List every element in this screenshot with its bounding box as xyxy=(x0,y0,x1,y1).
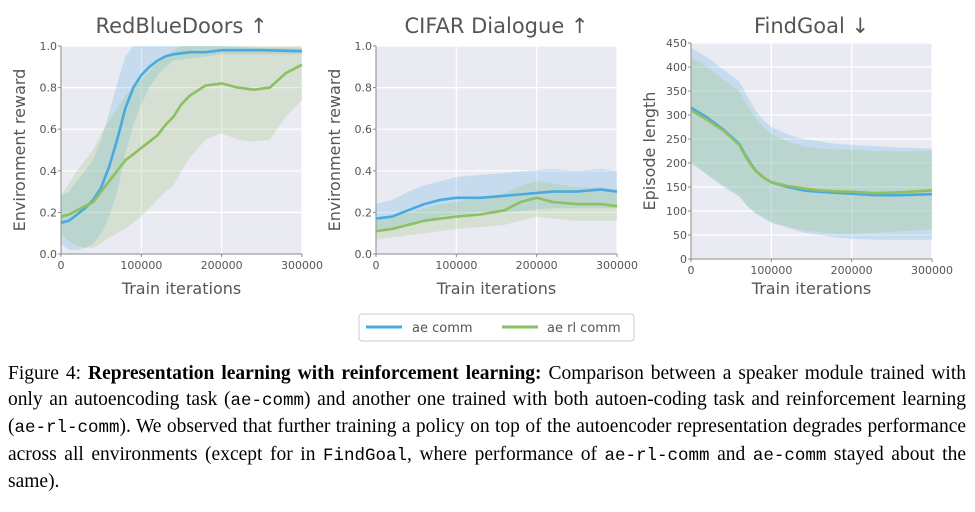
y-axis-label: Environment reward xyxy=(325,69,344,232)
x-tick-label: 0 xyxy=(58,259,65,272)
y-tick-label: 0.0 xyxy=(40,248,58,261)
confidence-band-ae-rl-comm xyxy=(61,46,302,248)
y-tick-label: 250 xyxy=(666,133,687,146)
chart-panel-2: 0 50 100 150 200 250 300 350 400 450 0 100000 200000… xyxy=(640,14,953,298)
confidence-band-ae-comm xyxy=(61,46,302,250)
y-tick-label: 0.0 xyxy=(355,248,373,261)
caption-code-ae-comm: ae-comm xyxy=(230,390,305,411)
x-tick-label: 100000 xyxy=(750,264,792,277)
plot-area xyxy=(376,46,617,254)
y-tick-label: 350 xyxy=(666,85,687,98)
series-line-ae-rl-comm xyxy=(690,109,933,195)
caption-text-3: ). We observed that further training a p… xyxy=(8,416,966,465)
legend-frame xyxy=(358,313,635,342)
caption-figure-label: Figure 4: xyxy=(8,363,82,384)
series-line-ae-rl-comm xyxy=(375,196,618,233)
panel-title: FindGoal ↓ xyxy=(754,14,869,38)
caption-code-ae-rl-comm-2: ae-rl-comm xyxy=(604,445,710,466)
legend-label-ae-comm: ae comm xyxy=(412,321,473,336)
panel-title: CIFAR Dialogue ↑ xyxy=(404,14,588,38)
y-tick-label: 400 xyxy=(666,61,687,74)
x-tick-label: 0 xyxy=(688,264,695,277)
confidence-band-ae-comm xyxy=(376,168,617,229)
y-tick-label: 50 xyxy=(673,229,687,242)
y-tick-label: 0.8 xyxy=(355,82,373,95)
y-axis-label: Environment reward xyxy=(10,69,29,232)
x-tick-label: 0 xyxy=(373,259,380,272)
series-line-ae-comm xyxy=(375,188,618,220)
x-tick-label: 300000 xyxy=(596,259,638,272)
x-tick-label: 200000 xyxy=(516,259,558,272)
y-tick-label: 0.8 xyxy=(40,82,58,95)
y-tick-label: 200 xyxy=(666,157,687,170)
x-axis-label: Train iterations xyxy=(436,279,556,298)
caption-text-4: , where performance of xyxy=(407,443,605,465)
caption-text-5: and xyxy=(709,443,753,465)
series-line-ae-rl-comm xyxy=(60,63,303,218)
x-tick-label: 100000 xyxy=(435,259,477,272)
y-tick-label: 450 xyxy=(666,37,687,50)
y-tick-label: 150 xyxy=(666,181,687,194)
y-axis-label: Episode length xyxy=(640,92,659,211)
caption-text-1: Comparison between a speaker module trai… xyxy=(8,363,967,410)
caption-text-6: stayed about the same). xyxy=(8,443,966,493)
y-tick-label: 0 xyxy=(680,253,687,266)
plot-area xyxy=(61,46,302,254)
x-tick-label: 300000 xyxy=(911,264,953,277)
confidence-band-ae-rl-comm xyxy=(691,57,932,235)
chart-panel-1: 0.0 0.2 0.4 0.6 0.8 1.0 0 100000 200000 300000 CIF… xyxy=(325,14,638,298)
figure-panels: 0.00.20.40.60.81.00 100000 200000 300000Red… xyxy=(10,14,953,342)
caption-code-ae-rl-comm: ae-rl-comm xyxy=(14,418,120,438)
x-tick-label: 200000 xyxy=(201,259,243,272)
plot-area xyxy=(691,43,932,259)
confidence-band-ae-rl-comm xyxy=(376,181,617,240)
caption-code-ae-comm-2: ae-comm xyxy=(752,445,827,466)
y-tick-label: 100 xyxy=(666,205,687,218)
y-tick-label: 300 xyxy=(666,109,687,122)
y-tick-label: 0.6 xyxy=(355,123,373,136)
x-tick-label: 100000 xyxy=(120,259,162,272)
y-tick-label: 0.4 xyxy=(355,165,373,178)
y-tick-label: 0.2 xyxy=(355,206,373,219)
y-tick-label: 0.4 xyxy=(40,165,58,178)
caption-text-2: ) and another one trained with both auto… xyxy=(8,388,967,438)
x-axis-label: Train iterations xyxy=(751,279,871,298)
legend-label-ae-rl-comm: ae rl comm xyxy=(547,321,621,336)
x-tick-label: 200000 xyxy=(831,264,873,277)
y-tick-label: 0.6 xyxy=(40,123,58,136)
legend: ae comm ae rl comm xyxy=(358,313,635,342)
caption-bold-title: Representation learning with reinforceme… xyxy=(88,363,542,384)
panel-title: RedBlueDoors ↑ xyxy=(95,14,267,38)
x-tick-label: 300000 xyxy=(281,259,323,272)
y-tick-label: 1.0 xyxy=(355,40,373,53)
figure-caption: Figure 4: Representation learning with r… xyxy=(8,361,966,495)
y-tick-label: 0.2 xyxy=(40,206,58,219)
y-tick-label: 1.0 xyxy=(40,40,58,53)
chart-panel-0: 0.0 0.2 0.4 0.6 0.8 1.0 0 100000 200000 300000 Red… xyxy=(10,14,323,298)
caption-code-findgoal: FindGoal xyxy=(323,445,408,466)
x-axis-label: Train iterations xyxy=(121,279,241,298)
